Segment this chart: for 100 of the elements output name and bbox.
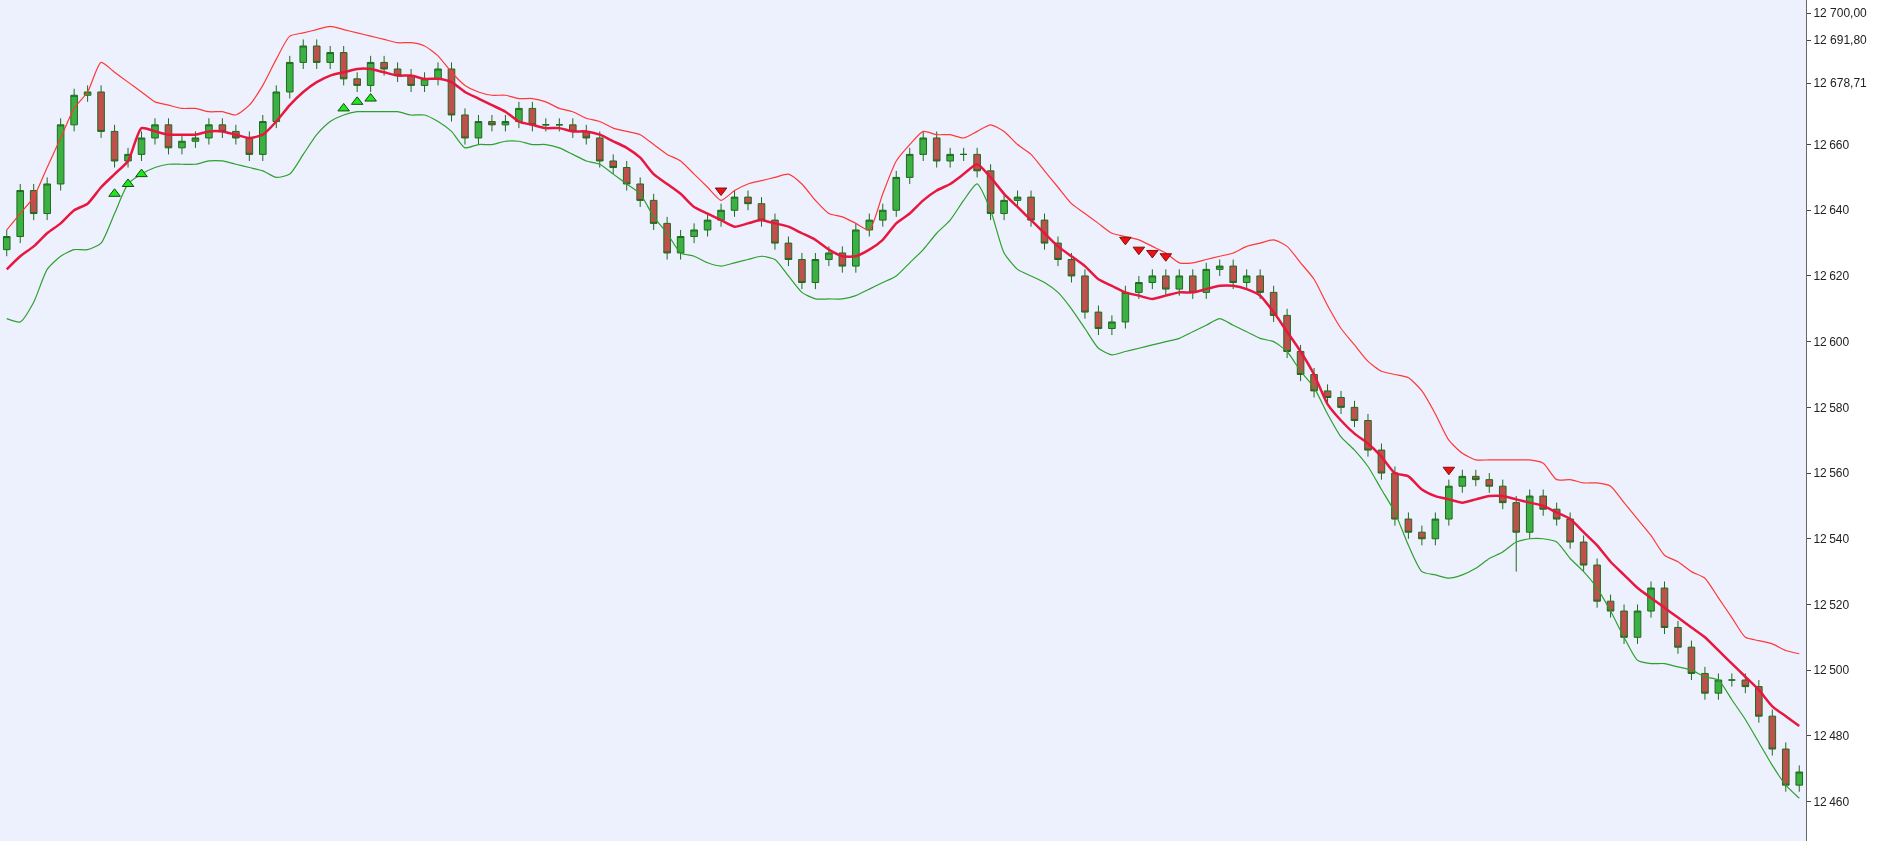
candlestick: [703, 213, 712, 238]
candlestick: [407, 68, 415, 93]
candlestick: [1485, 472, 1494, 494]
candlestick: [245, 130, 254, 162]
candlestick: [1593, 557, 1601, 609]
candlestick: [420, 71, 429, 93]
y-tick-label: 12 560: [1813, 466, 1850, 481]
candlestick: [1525, 488, 1534, 540]
y-tick-label: 12 691,80: [1813, 33, 1868, 48]
candlestick: [798, 252, 806, 290]
candlestick: [2, 229, 11, 257]
line-series: [6, 25, 1800, 655]
candlestick: [1350, 400, 1359, 428]
candlestick: [919, 130, 928, 162]
candlestick: [1714, 672, 1723, 701]
candlestick: [932, 130, 941, 169]
candlestick: [1512, 495, 1521, 573]
candlestick: [1768, 709, 1777, 757]
candlestick: [1215, 259, 1224, 277]
candlestick: [434, 61, 442, 86]
candlestick: [649, 193, 658, 231]
candlestick: [178, 134, 186, 155]
candlestick: [1175, 268, 1184, 297]
candlestick: [272, 84, 281, 129]
candlestick: [730, 190, 739, 218]
y-tick-label: 12 660: [1813, 137, 1850, 152]
candlestick: [326, 45, 334, 70]
candlestick: [676, 229, 685, 261]
candlestick: [1472, 469, 1480, 487]
candlestick: [1606, 594, 1615, 619]
candlestick: [636, 176, 644, 208]
candlestick: [878, 203, 887, 228]
candlestick: [97, 84, 105, 139]
candlestick: [1674, 620, 1682, 655]
candlestick: [946, 147, 954, 169]
candlestick: [959, 147, 968, 162]
candlestick: [1229, 259, 1237, 290]
candlestick: [1781, 741, 1790, 793]
candlestick: [312, 38, 321, 70]
candlestick: [110, 124, 119, 169]
candlestick: [1108, 314, 1116, 336]
candlestick: [905, 147, 914, 185]
candlestick: [1579, 534, 1588, 573]
candlestick: [1795, 764, 1804, 793]
y-tick-label: 12 700,00: [1813, 6, 1868, 21]
candlestick: [555, 117, 564, 132]
candlestick: [1701, 666, 1709, 701]
candlestick: [1431, 511, 1440, 546]
candlestick: [811, 252, 820, 290]
candlestick: [1337, 390, 1345, 415]
candlestick: [1013, 190, 1022, 208]
candlestick: [1148, 268, 1157, 290]
candlestick: [43, 176, 51, 221]
candlestick: [1741, 672, 1750, 694]
candlestick: [1445, 479, 1453, 527]
candlestick: [663, 216, 671, 261]
candlestick: [353, 71, 361, 93]
candlestick: [1081, 268, 1089, 320]
candlestick: [16, 183, 25, 244]
y-tick-label: 12 460: [1813, 794, 1850, 809]
line-series: [5, 67, 1801, 728]
candlestick: [488, 114, 496, 132]
candlestick: [1242, 268, 1251, 290]
candlestick: [852, 222, 860, 274]
candlestick: [690, 222, 698, 244]
y-tick-label: 12 580: [1813, 400, 1850, 415]
candlestick: [784, 236, 793, 267]
candlestick: [825, 245, 833, 267]
candlestick: [1000, 193, 1008, 221]
y-tick-label: 12 480: [1813, 729, 1850, 744]
candlestick: [56, 117, 65, 192]
candlestick: [474, 114, 483, 146]
candlestick: [285, 55, 294, 100]
y-tick-label: 12 500: [1813, 663, 1850, 678]
line-series: [6, 111, 1800, 799]
candlestick: [744, 190, 752, 211]
candlestick: [1067, 252, 1076, 284]
candlestick: [1620, 603, 1628, 645]
candlestick: [29, 183, 38, 221]
y-tick-label: 12 640: [1813, 203, 1850, 218]
candlestick: [70, 88, 78, 132]
candlestick: [1687, 640, 1696, 681]
candlestick: [1458, 469, 1467, 494]
candlestick: [461, 107, 469, 146]
candlestick: [1728, 672, 1736, 688]
y-tick-label: 12 540: [1813, 531, 1850, 546]
candlestick: [609, 153, 618, 175]
candlestick: [501, 114, 510, 132]
candlestick: [892, 170, 901, 218]
candlestick: [1094, 305, 1103, 336]
candlestick: [595, 130, 604, 169]
y-tick-label: 12 600: [1813, 334, 1850, 349]
candlestick: [1188, 268, 1197, 300]
y-tick-label: 12 620: [1813, 269, 1850, 284]
candlestick: [366, 55, 375, 93]
candlestick: [1121, 285, 1130, 330]
y-tick-label: 12 678,71: [1813, 76, 1868, 91]
candlestick: [339, 45, 348, 86]
candlestick: [137, 130, 146, 162]
candlestick: [528, 101, 537, 132]
